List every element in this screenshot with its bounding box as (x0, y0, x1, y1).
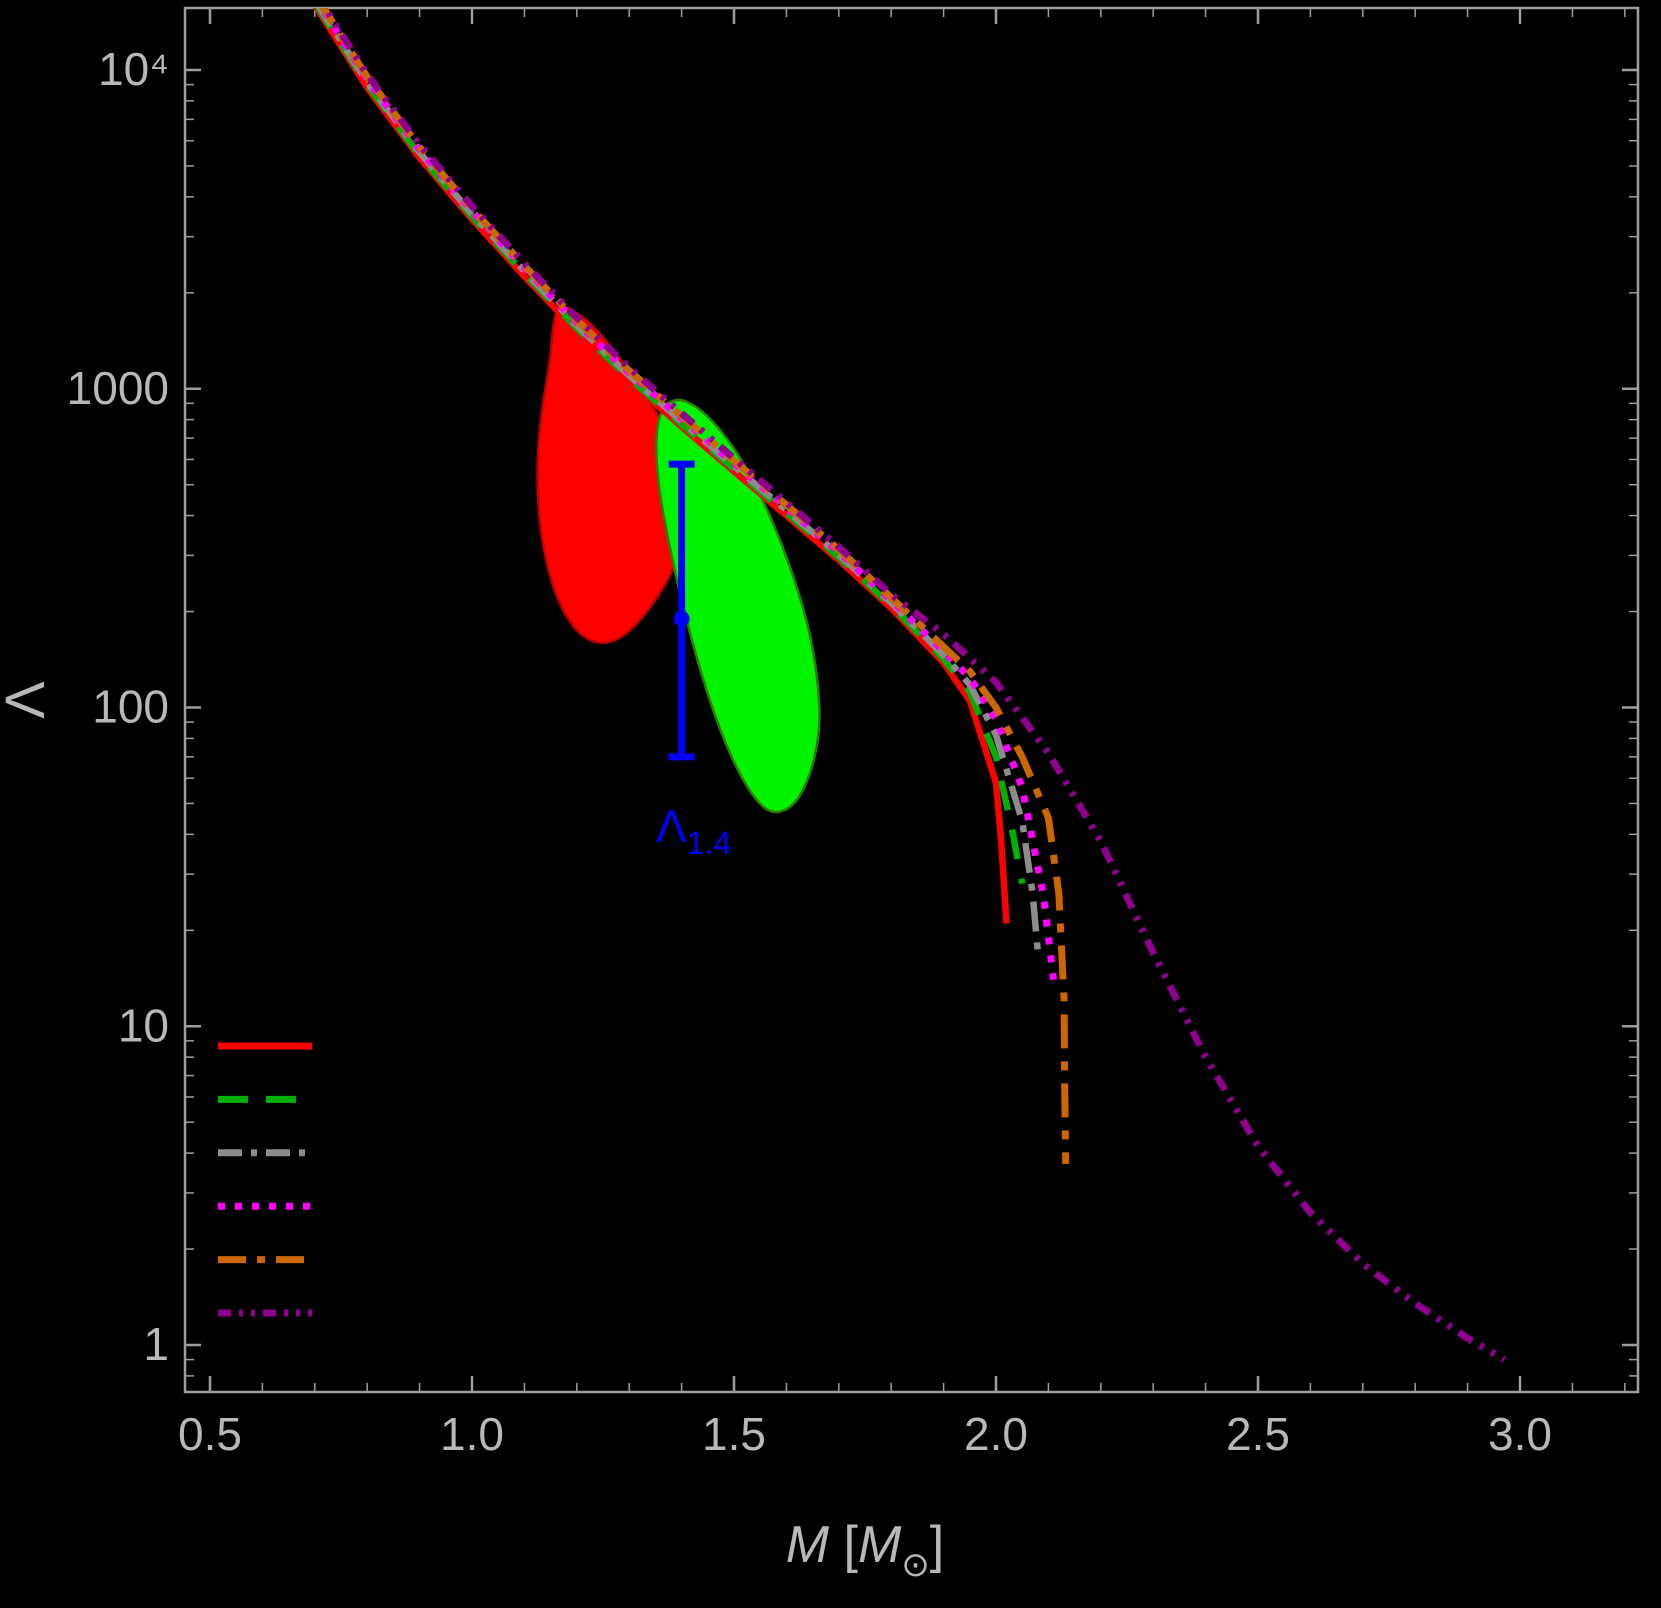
x-axis-label: M [M⊙] (786, 1516, 945, 1584)
legend (218, 1042, 312, 1317)
errorbar-lambda14 (668, 460, 695, 761)
errorbar-label: Λ1.4 (656, 800, 731, 861)
axis-ticks (185, 8, 1638, 1392)
green-credible-region (655, 398, 821, 814)
errorbar-center-dot (673, 610, 690, 627)
x-tick-label: 2.0 (964, 1408, 1028, 1460)
y-axis-label: Λ (0, 681, 56, 719)
series-lines (312, 8, 1507, 1363)
x-tick-label: 1.5 (702, 1408, 766, 1460)
x-tick-label: 3.0 (1488, 1408, 1552, 1460)
x-tick-label: 1.0 (440, 1408, 504, 1460)
series-purple-dashdotdot (320, 8, 1507, 1363)
y-tick-label: 1000 (67, 362, 169, 414)
y-tick-label: 10⁴ (98, 43, 169, 95)
x-tick-label: 0.5 (178, 1408, 242, 1460)
plot-frame (183, 6, 1640, 1394)
red-credible-region (536, 306, 690, 645)
credible-regions (536, 306, 821, 814)
y-tick-label: 1 (143, 1318, 169, 1370)
series-red-solid (312, 8, 1010, 924)
y-tick-label: 100 (92, 681, 169, 733)
series-green-dashed (314, 8, 1026, 885)
x-tick-label: 2.5 (1226, 1408, 1290, 1460)
y-tick-label: 10 (118, 999, 169, 1051)
axis-tick-labels: 0.5 1.0 1.5 2.0 2.5 3.0 1 10 100 1000 10⁴ (67, 43, 1552, 1460)
